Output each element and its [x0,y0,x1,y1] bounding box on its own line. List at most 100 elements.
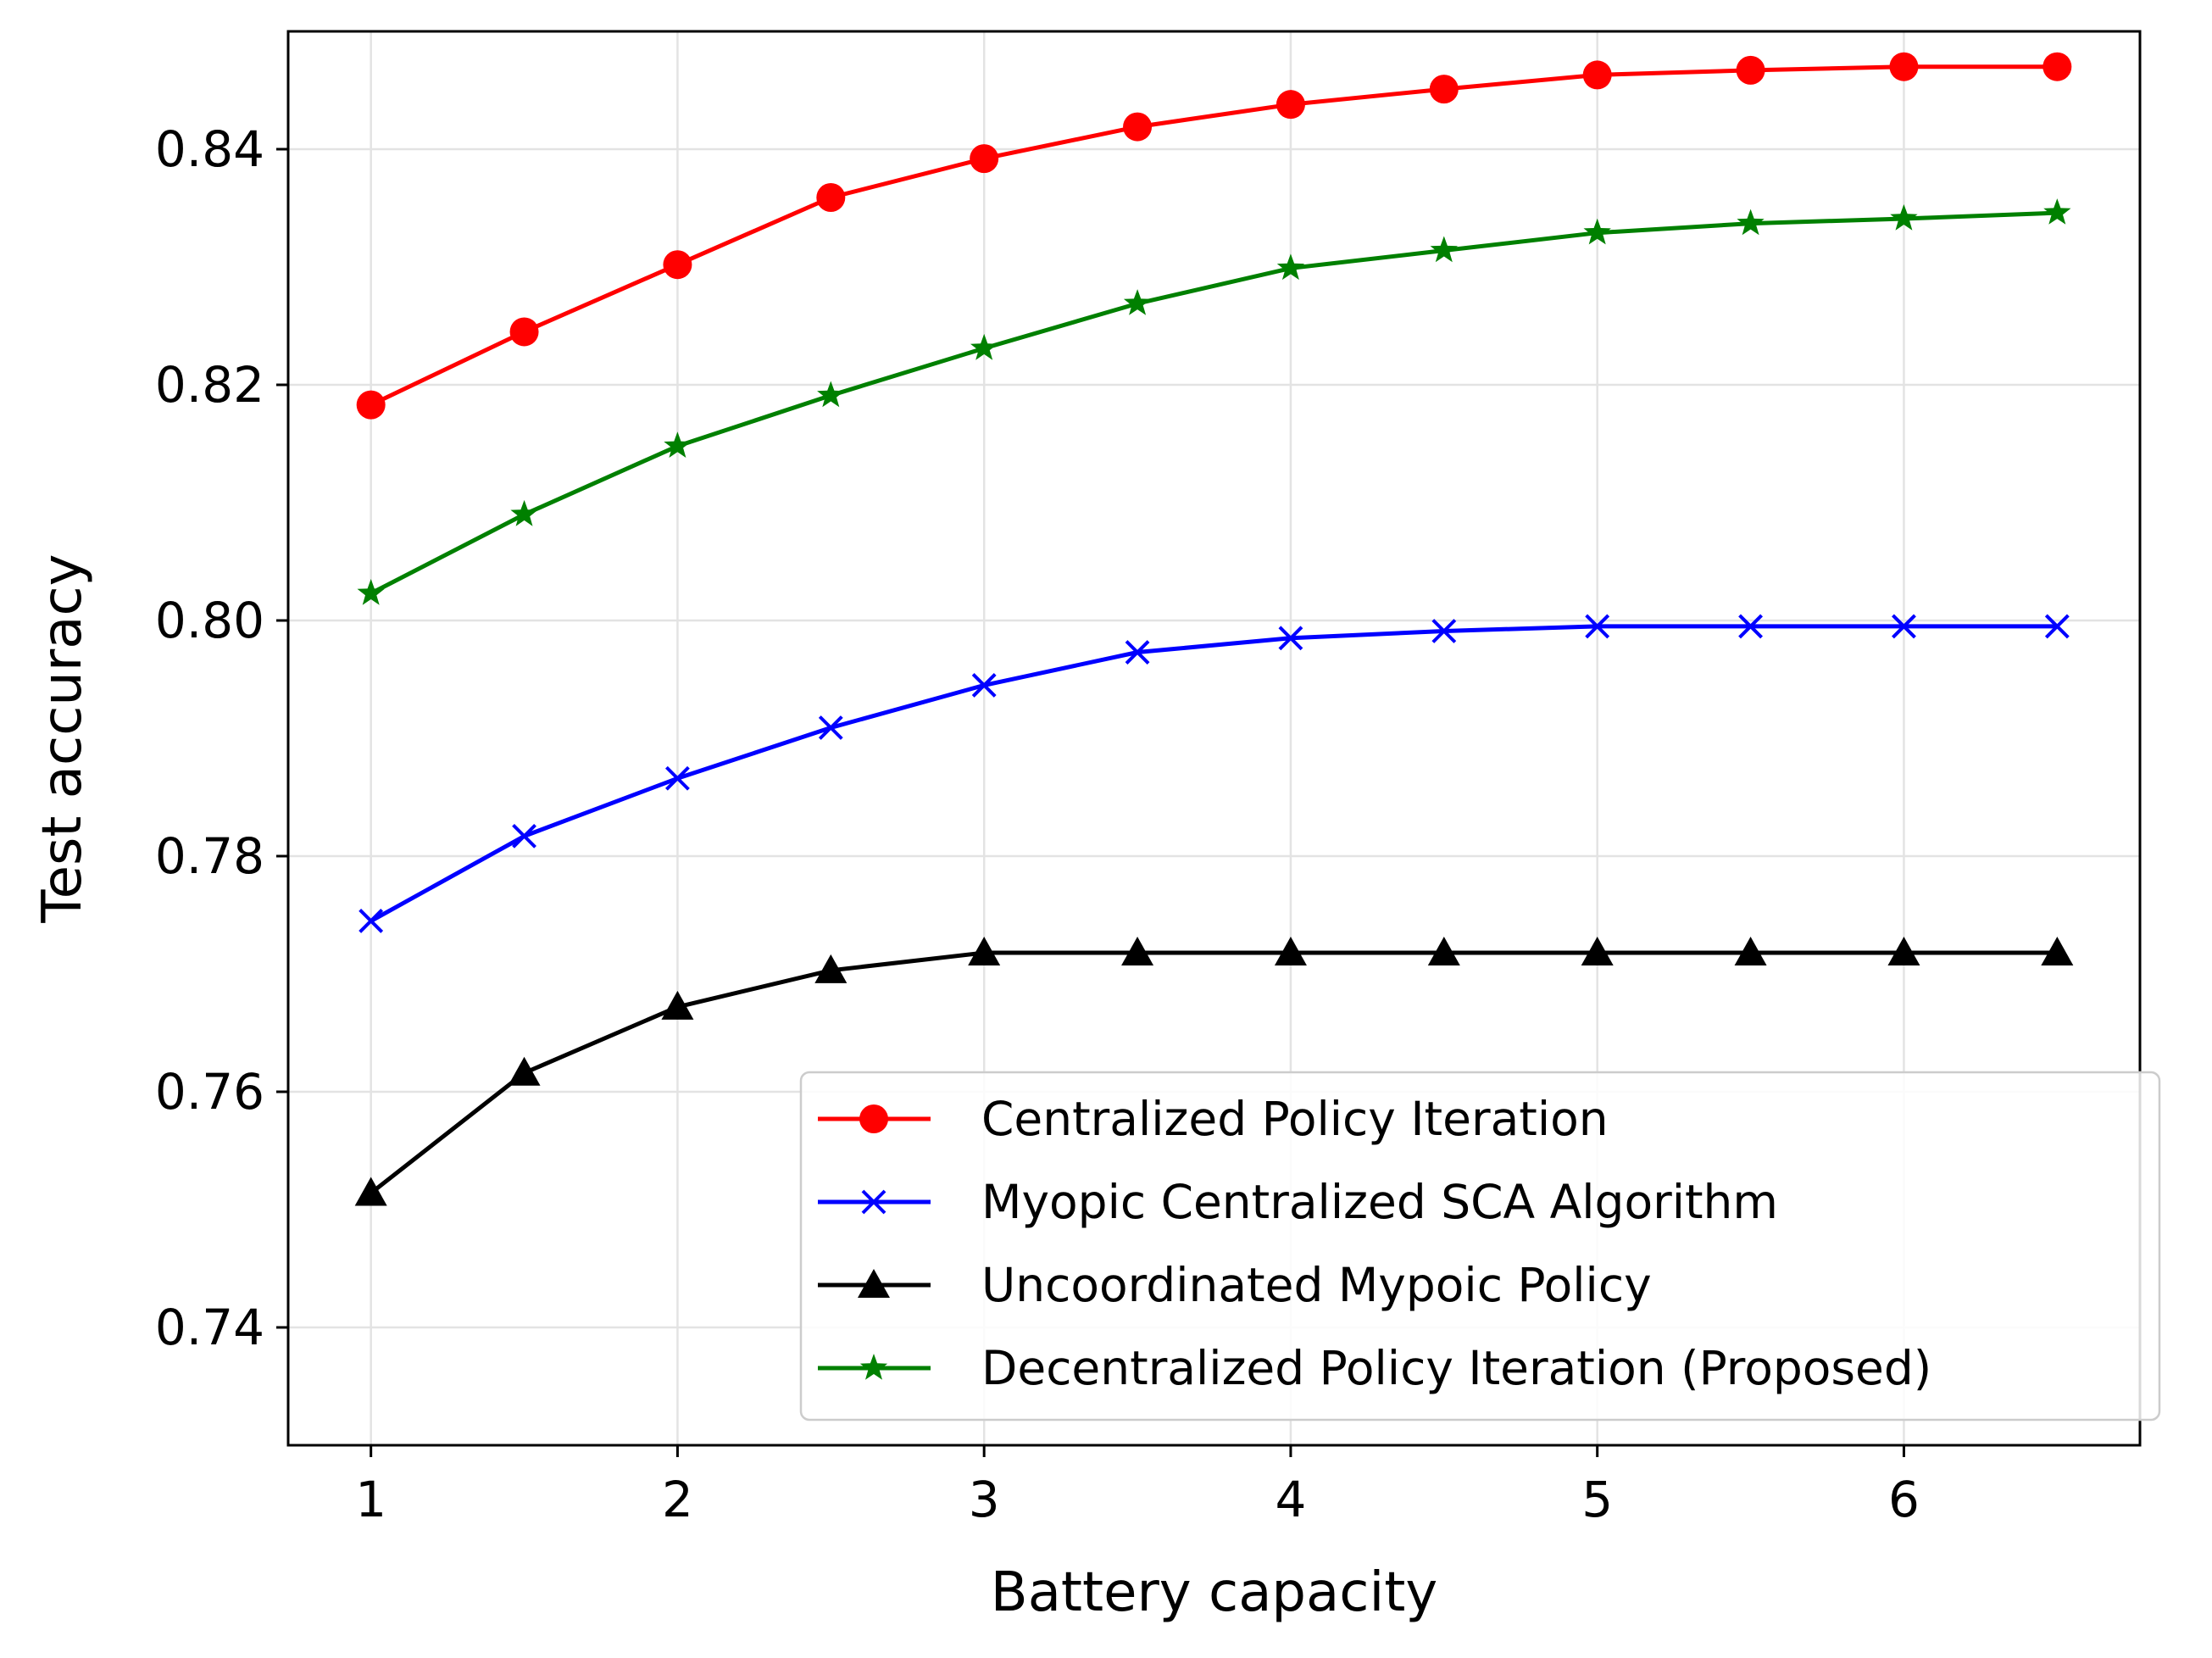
data-point [664,431,692,458]
data-point-stroke [665,765,690,791]
data-point-stroke [2044,614,2070,639]
data-point [665,765,690,791]
data-point [971,673,997,698]
data-point [1123,112,1153,142]
data-point [814,954,848,983]
legend-label: Myopic Centralized SCA Algorithm [981,1175,1778,1229]
data-point-stroke [1738,614,1763,639]
series-1 [358,614,2070,933]
data-point [968,936,1001,965]
data-point [1125,640,1150,665]
data-point-stroke [1431,619,1457,643]
data-point-stroke [1278,626,1303,651]
legend-item: Uncoordinated Mypoic Policy [818,1258,1652,1312]
data-point [2044,614,2070,639]
legend-box [799,1071,2161,1422]
legend-marker-stroke [861,1189,886,1215]
data-point [2042,52,2072,81]
data-point [356,390,386,420]
data-point [1582,60,1612,90]
data-point [1278,626,1303,651]
data-point-stroke [1125,640,1150,665]
x-tick-label: 2 [662,1471,693,1528]
y-tick-label: 0.80 [155,592,264,649]
legend-marker [859,1354,888,1380]
x-tick-label: 6 [1888,1471,1920,1528]
legend-label: Centralized Policy Iteration [981,1092,1609,1146]
data-point [1583,218,1611,245]
x-tick-label: 5 [1581,1471,1613,1528]
data-point [1581,936,1614,965]
data-point-stroke [358,909,384,933]
data-point [1276,253,1305,281]
data-point [354,1177,387,1206]
data-point [1887,936,1920,965]
data-point [1121,936,1154,965]
data-point [2041,936,2074,965]
data-point [1889,52,1919,81]
data-point [512,823,536,848]
legend-item: Myopic Centralized SCA Algorithm [818,1175,1778,1229]
legend-item: Centralized Policy Iteration [818,1092,1609,1146]
y-tick-label: 0.76 [155,1063,264,1121]
y-axis-title: Test accuracy [31,554,94,923]
x-tick-label: 4 [1275,1471,1306,1528]
legend-label: Uncoordinated Mypoic Policy [981,1258,1652,1312]
data-point [818,715,843,740]
x-axis-title: Battery capacity [991,1561,1437,1624]
legend-marker [861,1189,886,1215]
data-point [2043,198,2071,225]
data-point [816,182,846,212]
data-point-stroke [512,823,536,848]
data-point [1431,619,1457,643]
data-point [1892,614,1916,639]
data-point [663,250,692,280]
y-tick-label: 0.84 [155,120,264,178]
plot-frame [286,30,2142,1447]
data-point-stroke [971,673,997,698]
data-point [1427,936,1460,965]
data-point [1734,936,1767,965]
data-point [1738,614,1763,639]
series-2 [354,936,2074,1206]
series-3 [357,198,2071,605]
axis-ticks: 1 2 3 4 5 6 0.74 0.76 0.78 0.80 0.82 0.84 [155,120,1920,1528]
data-point-stroke [818,715,843,740]
data-point [510,499,538,526]
data-point [357,579,385,605]
data-point [1890,204,1918,231]
data-point [1736,55,1765,85]
series-line [370,210,2058,596]
data-point [509,317,539,347]
data-point [1429,75,1459,104]
data-point [1585,614,1610,639]
data-point [817,381,845,408]
series-0 [356,52,2072,420]
y-tick-label: 0.74 [155,1299,264,1356]
legend-marker [859,1104,888,1133]
data-point [970,144,999,174]
data-point [1274,936,1307,965]
data-point [970,333,998,360]
legend-marker [858,1269,890,1298]
data-point-stroke [1892,614,1916,639]
y-tick-label: 0.82 [155,356,264,414]
data-point [1430,236,1458,263]
data-point [661,990,694,1020]
legend-item: Decentralized Policy Iteration (Proposed… [818,1341,1931,1395]
series-line [370,64,2058,407]
grid [288,31,2140,1445]
data-point [508,1056,541,1086]
x-tick-label: 1 [355,1471,386,1528]
series-line [370,950,2058,1195]
series-line [370,624,2058,923]
y-tick-label: 0.78 [155,827,264,885]
legend: Centralized Policy Iteration Myopic Centr… [799,1071,2161,1422]
data-point [358,909,384,933]
data-point-stroke [1585,614,1610,639]
data-point [1276,90,1305,120]
data-point [1737,209,1765,236]
data-point [1123,289,1152,315]
series-layer [354,52,2074,1206]
